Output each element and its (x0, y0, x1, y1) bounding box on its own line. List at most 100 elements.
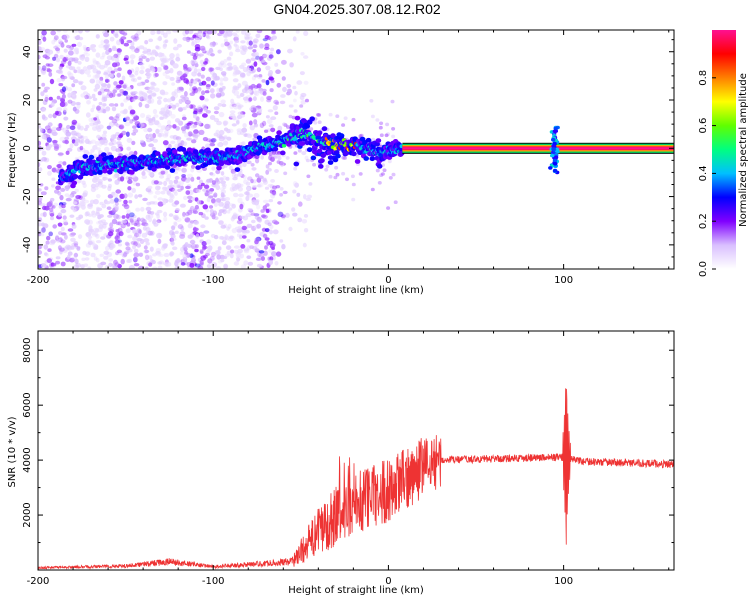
noise-speckle (58, 65, 63, 71)
noise-speckle (146, 48, 152, 53)
noise-speckle (184, 91, 188, 97)
noise-speckle (40, 233, 45, 237)
ridge-halo (72, 174, 79, 180)
noise-speckle (270, 47, 275, 52)
noise-speckle (42, 36, 47, 42)
noise-speckle (57, 69, 64, 75)
noise-speckle (175, 53, 180, 58)
ridge-halo (310, 155, 317, 161)
noise-speckle (167, 190, 172, 196)
noise-speckle (206, 189, 210, 193)
noise-speckle (187, 223, 193, 229)
noise-speckle (59, 136, 66, 142)
noise-speckle (67, 60, 72, 66)
noise-speckle (192, 210, 198, 215)
noise-speckle (244, 191, 250, 195)
colorbar-swatch (712, 30, 736, 269)
noise-speckle (38, 188, 42, 192)
ridge-halo (100, 152, 107, 158)
noise-speckle (262, 205, 267, 211)
noise-speckle (46, 258, 52, 263)
noise-speckle (246, 255, 252, 259)
noise-speckle (250, 163, 255, 167)
noise-speckle (138, 90, 144, 97)
noise-speckle (252, 96, 257, 102)
noise-speckle (229, 40, 233, 45)
noise-speckle (125, 61, 130, 65)
noise-speckle (197, 79, 202, 83)
noise-speckle (133, 263, 140, 267)
noise-speckle (61, 94, 66, 99)
noise-speckle (157, 238, 162, 245)
noise-speckle (295, 30, 300, 34)
noise-speckle (231, 186, 238, 191)
noise-speckle (180, 262, 186, 266)
noise-speckle (70, 76, 75, 80)
snr-plot-area (38, 331, 674, 570)
y-tick-label: 4000 (22, 447, 33, 472)
noise-speckle (155, 251, 161, 255)
noise-speckle (165, 109, 170, 115)
noise-speckle (43, 89, 48, 93)
noise-speckle (328, 174, 333, 179)
noise-speckle (387, 159, 392, 164)
noise-speckle (175, 136, 182, 141)
noise-speckle (151, 259, 156, 265)
noise-speckle (69, 232, 76, 237)
noise-speckle (73, 243, 79, 248)
noise-speckle (186, 124, 191, 130)
noise-speckle (369, 99, 374, 103)
noise-speckle (41, 150, 47, 156)
noise-speckle (63, 116, 69, 121)
noise-speckle (149, 201, 156, 205)
noise-speckle (242, 174, 247, 180)
noise-speckle (175, 79, 181, 84)
noise-speckle (143, 127, 149, 133)
noise-speckle (163, 252, 170, 258)
noise-speckle (153, 180, 159, 185)
noise-speckle (70, 91, 76, 95)
noise-speckle (267, 183, 274, 188)
noise-speckle (114, 197, 119, 203)
noise-speckle (97, 215, 102, 219)
noise-speckle (201, 66, 206, 72)
noise-speckle (154, 87, 160, 93)
noise-speckle (203, 184, 210, 189)
noise-speckle (140, 91, 145, 95)
noise-speckle (61, 34, 68, 40)
noise-speckle (194, 107, 199, 112)
noise-speckle (240, 49, 247, 56)
ridge-halo (316, 130, 323, 136)
noise-speckle (96, 134, 101, 139)
noise-speckle (256, 83, 262, 89)
noise-speckle (198, 231, 205, 238)
noise-speckle (218, 129, 225, 136)
noise-speckle (109, 36, 115, 42)
ridge-halo (164, 165, 171, 170)
noise-speckle (166, 98, 172, 103)
noise-speckle (270, 116, 277, 121)
noise-speckle (84, 30, 90, 33)
noise-speckle (242, 228, 247, 234)
noise-speckle (265, 203, 270, 207)
noise-speckle (73, 69, 78, 74)
noise-speckle (185, 211, 190, 217)
noise-speckle (270, 127, 276, 133)
spectrogram-frame (37, 29, 675, 270)
noise-speckle (73, 48, 78, 55)
noise-speckle (277, 211, 284, 217)
ridge-halo (365, 137, 372, 143)
noise-speckle (262, 233, 268, 239)
noise-speckle (134, 194, 139, 199)
noise-speckle (239, 45, 244, 50)
y-tick-label: 6000 (22, 392, 33, 417)
noise-speckle (56, 77, 62, 83)
x-tick-label: -200 (27, 275, 50, 286)
noise-speckle (188, 124, 194, 128)
noise-speckle (147, 99, 152, 104)
noise-speckle (193, 88, 199, 94)
y-tick-label: -40 (22, 237, 33, 253)
noise-speckle (287, 48, 293, 54)
noise-speckle (191, 41, 195, 47)
